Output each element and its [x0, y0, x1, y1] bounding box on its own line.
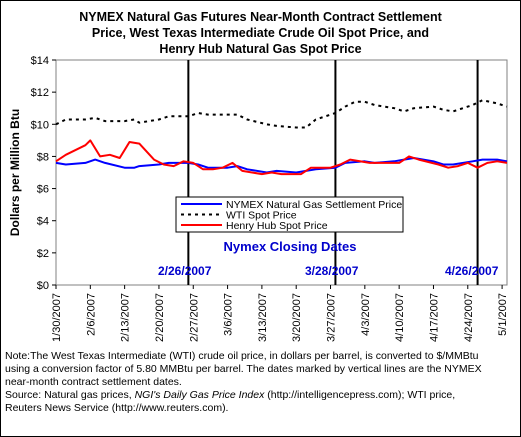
legend-box: [175, 196, 404, 233]
chart-note: Note:The West Texas Intermediate (WTI) c…: [5, 350, 517, 415]
legend-label-1: WTI Spot Price: [226, 210, 297, 222]
y-tick-label: $2: [37, 248, 49, 260]
y-tick-label: $10: [31, 119, 49, 131]
source-line: Source: Natural gas prices, NGI's Daily …: [5, 389, 517, 402]
x-tick-label: 2/6/2007: [85, 293, 97, 336]
note-line-2: using a conversion factor of 5.80 MMBtu …: [5, 363, 482, 375]
closing-dates-annotation: Nymex Closing Dates: [224, 239, 357, 254]
source-title: NGI's Daily Gas Price Index: [134, 389, 265, 401]
source-suffix: (http://intelligencepress.com); WTI pric…: [264, 389, 456, 401]
note-line-3: near-month contract settlement dates.: [5, 376, 182, 388]
settlement-date-label: 3/28/2007: [305, 264, 359, 278]
y-tick-label: $0: [37, 280, 49, 292]
chart-title: NYMEX Natural Gas Futures Near-Month Con…: [1, 9, 520, 57]
chart-title-line-2: Price, West Texas Intermediate Crude Oil…: [91, 26, 430, 40]
x-tick-label: 2/27/2007: [188, 293, 200, 342]
note-line-5: Reuters News Service (http://www.reuters…: [5, 402, 229, 414]
x-tick-label: 3/6/2007: [223, 293, 235, 336]
x-tick-label: 5/1/2007: [497, 293, 509, 336]
series-line-1: [55, 99, 508, 129]
x-tick-label: 4/17/2007: [428, 293, 440, 342]
x-tick-label: 3/13/2007: [257, 293, 269, 342]
x-tick-label: 2/20/2007: [154, 293, 166, 342]
series-line-2: [55, 139, 508, 176]
y-tick-label: $4: [37, 216, 49, 228]
plot-area: [55, 59, 508, 286]
y-tick-label: $6: [37, 184, 49, 196]
settlement-date-label: 4/26/2007: [445, 264, 499, 278]
legend-label-0: NYMEX Natural Gas Settlement Price: [226, 199, 402, 211]
x-tick-label: 3/27/2007: [326, 293, 338, 342]
x-tick-label: 4/10/2007: [394, 293, 406, 342]
y-tick-label: $8: [37, 151, 49, 163]
x-tick-label: 2/13/2007: [120, 293, 132, 342]
x-tick-label: 1/30/2007: [51, 293, 63, 342]
y-axis-label: Dollars per Million Btu: [8, 109, 22, 236]
note-line-1: Note:The West Texas Intermediate (WTI) c…: [5, 350, 479, 362]
x-tick-label: 4/3/2007: [360, 293, 372, 336]
x-tick-label: 4/24/2007: [463, 293, 475, 342]
legend-label-2: Henry Hub Spot Price: [226, 220, 328, 232]
series-line-0: [55, 157, 508, 174]
chart-plot: $0 $2 $4 $6 $8 $10 $12 $14 Dollars per Million B…: [8, 55, 509, 342]
y-tick-label: $14: [31, 55, 49, 67]
settlement-date-label: 2/26/2007: [158, 264, 212, 278]
source-prefix: Source: Natural gas prices,: [5, 389, 135, 401]
y-tick-label: $12: [31, 87, 49, 99]
x-tick-label: 3/20/2007: [291, 293, 303, 342]
chart-title-line-1: NYMEX Natural Gas Futures Near-Month Con…: [79, 10, 442, 24]
chart-title-line-3: Henry Hub Natural Gas Spot Price: [159, 42, 362, 56]
